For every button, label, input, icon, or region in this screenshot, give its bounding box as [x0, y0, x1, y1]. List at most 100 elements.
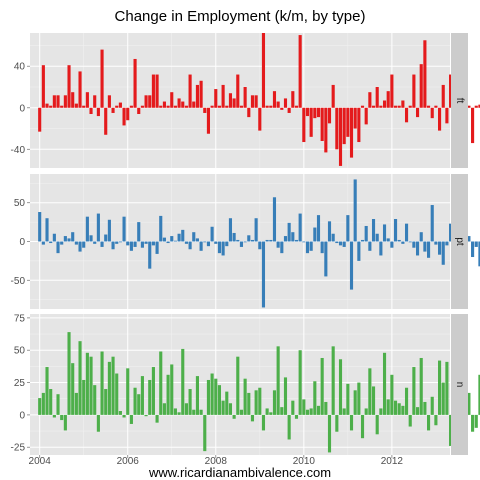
bar [159, 215, 163, 242]
bar [474, 241, 478, 247]
bar [467, 105, 471, 108]
bar [426, 241, 431, 258]
bar [195, 238, 199, 242]
bar [349, 241, 354, 290]
bar [38, 398, 42, 415]
bar [144, 241, 148, 244]
bar [151, 241, 155, 246]
bar [415, 241, 420, 256]
y-tick-label: 25 [14, 378, 26, 389]
bar [261, 241, 266, 308]
bar [221, 241, 225, 256]
bar [85, 92, 89, 108]
bar [364, 107, 368, 125]
bar [430, 396, 434, 415]
bar [85, 216, 89, 242]
bar [56, 394, 60, 415]
bar [291, 91, 295, 108]
bar [126, 241, 130, 246]
bar [371, 386, 376, 415]
bar [434, 241, 438, 245]
bar [449, 414, 453, 446]
bar [170, 364, 174, 415]
bar [371, 105, 376, 108]
bar [93, 95, 97, 108]
bar [335, 241, 339, 244]
bar [111, 356, 115, 415]
bar [404, 107, 409, 123]
bar [52, 95, 56, 108]
bar [302, 399, 306, 415]
bar [324, 401, 328, 415]
bar [107, 361, 111, 415]
bar [324, 241, 328, 277]
bar [203, 414, 207, 452]
bar [276, 101, 280, 108]
bar [379, 105, 383, 108]
bar [148, 379, 152, 415]
bar [283, 236, 288, 242]
bar [56, 95, 60, 108]
bar [474, 414, 478, 428]
bar [265, 239, 269, 242]
bar [195, 84, 199, 108]
bar [206, 241, 211, 247]
bar [52, 414, 56, 418]
bar [320, 357, 324, 415]
bar [155, 74, 159, 108]
bar [382, 352, 387, 415]
bar [258, 107, 262, 131]
bar [133, 58, 137, 108]
bar [89, 356, 93, 415]
y-tick-label: 75 [14, 313, 26, 324]
bar [188, 74, 192, 108]
bar [170, 236, 174, 242]
bar [294, 414, 299, 419]
bar [166, 105, 170, 108]
bar [184, 241, 188, 244]
bar [82, 241, 86, 248]
bar [60, 414, 64, 421]
bar [430, 107, 434, 119]
bar [412, 367, 416, 415]
bar [115, 105, 119, 108]
bar [199, 80, 203, 108]
bar [272, 390, 277, 415]
bar [173, 105, 177, 108]
bar [272, 91, 277, 108]
bar [393, 219, 398, 242]
chart-title: Change in Employment (k/m, by type) [114, 8, 366, 25]
bar [100, 351, 104, 415]
bar [38, 212, 42, 242]
bar [390, 74, 394, 108]
bar [327, 221, 332, 242]
bar [449, 74, 453, 108]
bar [382, 100, 387, 108]
bar [305, 409, 310, 415]
bar [379, 241, 383, 256]
bar [269, 105, 273, 108]
bar [441, 241, 445, 265]
bar [291, 232, 295, 242]
bar [316, 215, 321, 242]
bar [45, 367, 49, 415]
bar [265, 408, 269, 415]
bar [93, 241, 97, 244]
bar [214, 89, 218, 108]
bar [239, 105, 244, 108]
bar [71, 92, 75, 108]
bar [85, 352, 89, 415]
bar [221, 84, 225, 108]
bar [276, 241, 280, 248]
x-tick-label: 2008 [205, 456, 228, 467]
bar [357, 107, 361, 143]
bar [243, 87, 247, 108]
bar [254, 95, 258, 108]
bar [397, 403, 401, 415]
bar [225, 391, 229, 415]
bar [71, 363, 75, 415]
bar [137, 107, 141, 114]
bar [419, 357, 423, 415]
bar [151, 74, 155, 108]
